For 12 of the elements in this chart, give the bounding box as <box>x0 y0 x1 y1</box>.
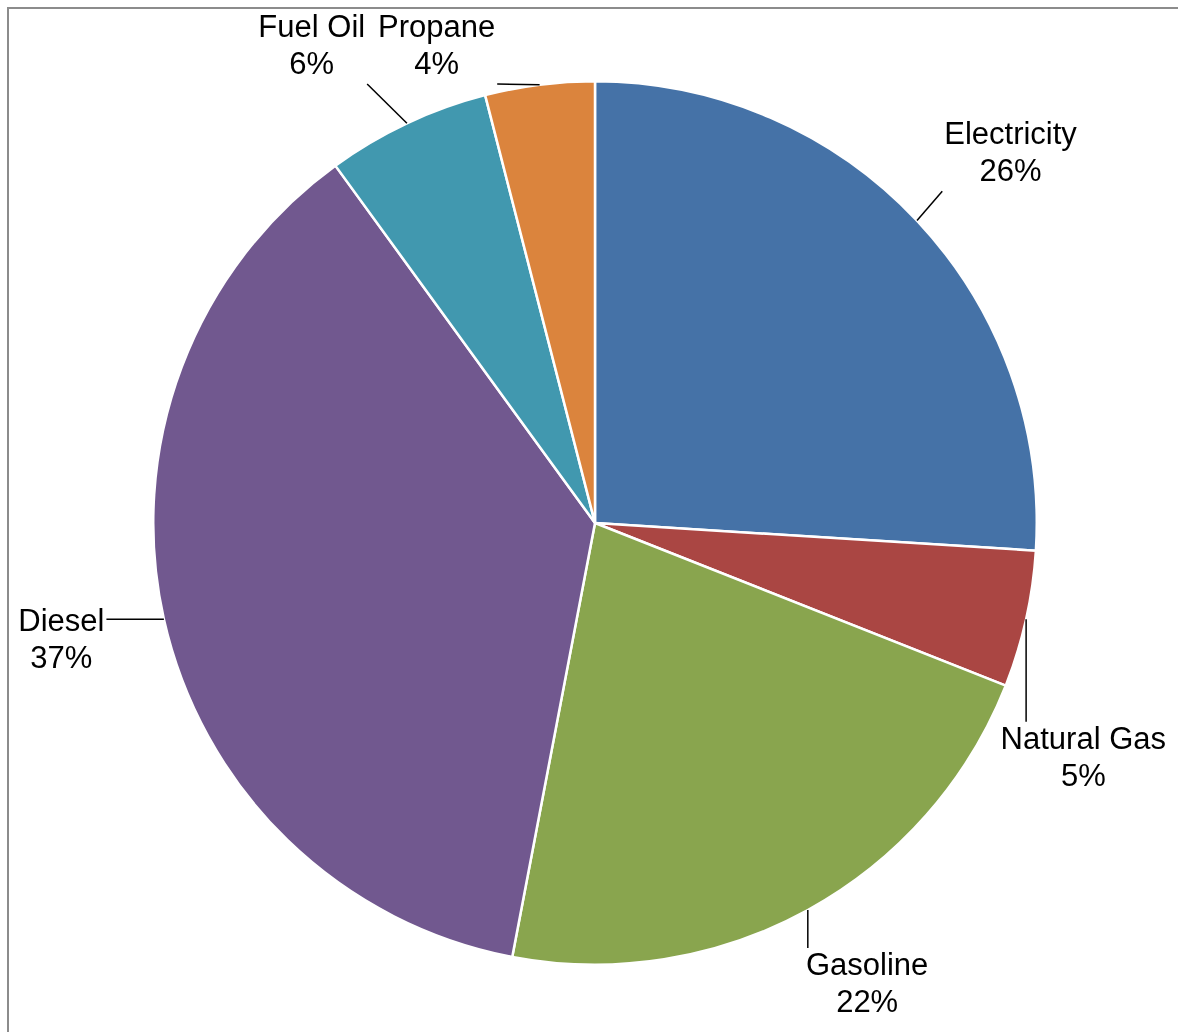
slice-label: Natural Gas <box>1000 720 1166 756</box>
data-label: 22% <box>836 984 899 1020</box>
slice-label: Gasoline <box>805 947 929 983</box>
slice-label: Diesel <box>18 602 105 638</box>
slice-label: Electricity <box>944 116 1078 152</box>
slice-label: Fuel Oil <box>258 9 366 45</box>
slice-label: Propane <box>377 9 496 45</box>
data-label: 5% <box>1060 757 1106 793</box>
data-label: 37% <box>30 639 93 675</box>
data-label: 26% <box>979 153 1042 189</box>
data-label: 6% <box>289 46 335 82</box>
data-label: 4% <box>414 46 460 82</box>
